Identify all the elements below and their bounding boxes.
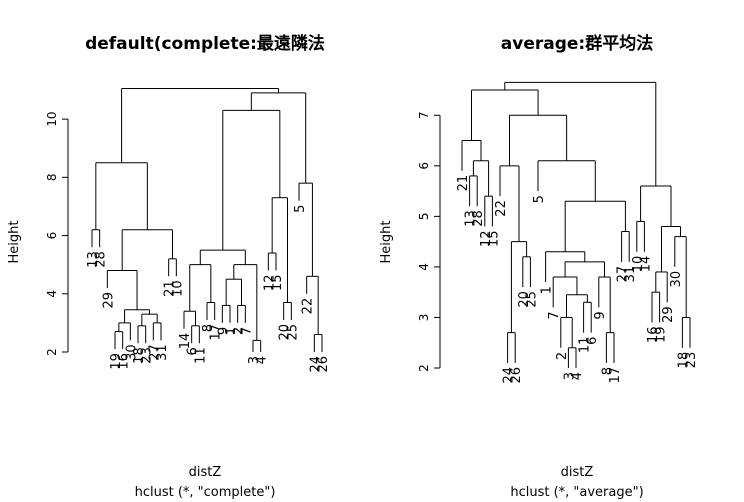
leaf-label: 3 (247, 356, 262, 364)
subtitle: hclust (*, "average") (510, 485, 643, 500)
leaf-label: 11 (193, 347, 208, 364)
leaf-label: 9 (216, 327, 231, 335)
leaf-label: 28 (94, 251, 109, 268)
leaf-label: 11 (578, 337, 593, 354)
leaf-label: 15 (486, 230, 501, 247)
leaf-label: 25 (285, 324, 300, 341)
leaf-label: 6 (186, 347, 201, 355)
leaf-label: 24 (502, 367, 517, 384)
leaf-label: 9 (593, 311, 608, 319)
leaf-label: 7 (239, 327, 254, 335)
leaf-label: 26 (316, 356, 331, 373)
leaf-label: 3 (562, 372, 577, 380)
x-axis-label: distZ (561, 465, 594, 480)
chart-title: default(complete:最遠隣法 (85, 33, 325, 54)
leaf-label: 17 (209, 324, 224, 341)
chart-title: average:群平均法 (501, 33, 653, 54)
leaf-label: 30 (124, 344, 139, 361)
leaf-label: 18 (132, 347, 147, 364)
y-tick-label: 2 (45, 348, 59, 356)
leaf-label: 1 (540, 286, 555, 294)
leaf-label: 26 (509, 367, 524, 384)
leaf-label: 31 (155, 344, 170, 361)
dendrogram-average: average:群平均法 Height distZ hclust (*, "av… (379, 33, 699, 500)
y-axis: 2 3 4 5 6 7 (417, 111, 441, 372)
y-axis: 2 4 6 8 10 (45, 111, 69, 356)
leaf-label: 2 (232, 327, 247, 335)
leaf-label: 29 (661, 306, 676, 323)
y-axis-label: Height (7, 221, 22, 264)
leaf-label: 20 (517, 291, 532, 308)
leaf-label: 21 (456, 175, 471, 192)
leaf-label: 21 (163, 280, 178, 297)
leaf-label: 17 (608, 367, 623, 384)
leaf-label: 19 (109, 353, 124, 370)
leaf-label: 12 (262, 274, 277, 291)
y-tick-label: 10 (45, 111, 59, 126)
leaf-label: 29 (101, 292, 116, 309)
leaf-label: 22 (301, 298, 316, 315)
leaf-label: 25 (524, 291, 539, 308)
leaf-label: 14 (638, 256, 653, 273)
leaf-label: 4 (570, 372, 585, 380)
leaf-label: 24 (308, 356, 323, 373)
leaf-label: 19 (654, 327, 669, 344)
y-tick-label: 4 (417, 263, 431, 271)
leaf-label: 8 (600, 367, 615, 375)
leaf-label: 5 (293, 205, 308, 213)
leaf-label: 6 (585, 337, 600, 345)
leaf-label: 10 (170, 280, 185, 297)
y-tick-label: 6 (417, 162, 431, 170)
y-tick-label: 5 (417, 213, 431, 221)
leaf-label: 23 (684, 352, 699, 369)
y-tick-label: 3 (417, 314, 431, 322)
leaf-label: 4 (255, 356, 270, 364)
y-tick-label: 8 (45, 174, 59, 182)
leaf-label: 28 (471, 210, 486, 227)
leaf-label: 15 (270, 274, 285, 291)
x-axis-label: distZ (189, 465, 222, 480)
dendrogram-tree (91, 88, 323, 352)
leaf-label: 27 (147, 344, 162, 361)
leaf-label: 14 (178, 333, 193, 350)
subtitle: hclust (*, "complete") (135, 485, 276, 500)
leaf-label: 2 (555, 352, 570, 360)
y-tick-label: 6 (45, 232, 59, 240)
leaf-label: 22 (494, 200, 509, 217)
leaf-label: 7 (547, 311, 562, 319)
leaf-label: 27 (616, 266, 631, 283)
leaf-label: 8 (201, 324, 216, 332)
leaf-label: 5 (532, 195, 547, 203)
leaf-label: 31 (623, 266, 638, 283)
leaf-label: 16 (646, 327, 661, 344)
leaf-label: 10 (631, 256, 646, 273)
leaf-label: 13 (464, 210, 479, 227)
y-tick-label: 7 (417, 111, 431, 119)
leaf-label: 12 (479, 230, 494, 247)
leaf-label: 18 (676, 352, 691, 369)
leaf-label: 30 (669, 271, 684, 288)
y-tick-label: 2 (417, 364, 431, 372)
leaf-label: 1 (224, 327, 239, 335)
leaf-label: 16 (117, 353, 132, 370)
leaf-label: 13 (86, 251, 101, 268)
dendrogram-complete: default(complete:最遠隣法 Height distZ hclus… (7, 33, 331, 500)
dendrogram-tree (461, 81, 691, 368)
y-axis-label: Height (379, 221, 394, 264)
leaf-label: 23 (140, 347, 155, 364)
y-tick-label: 4 (45, 290, 59, 298)
leaf-label: 20 (278, 324, 293, 341)
